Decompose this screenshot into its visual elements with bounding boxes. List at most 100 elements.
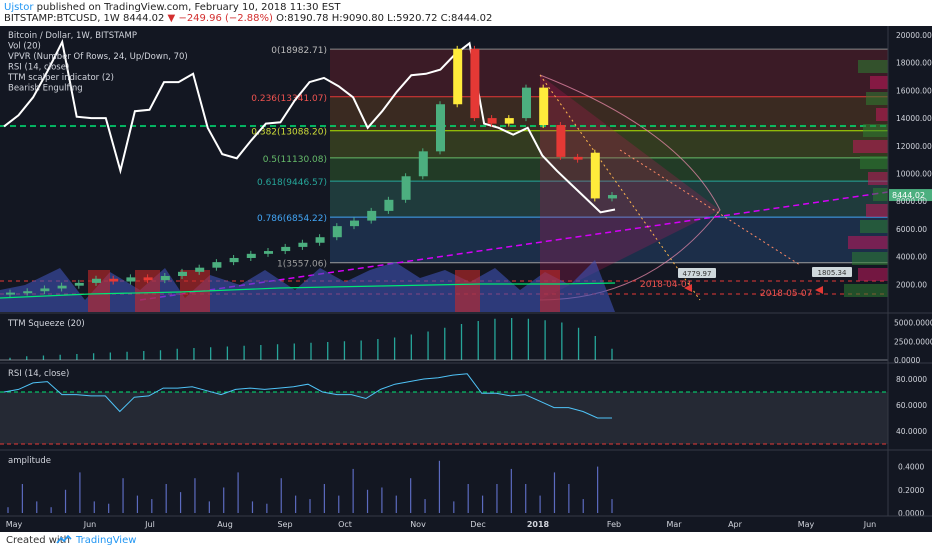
- fib-band: [330, 217, 888, 263]
- squeeze-pane[interactable]: TTM Squeeze (20): [0, 318, 888, 361]
- date-label: 2018-04-01: [640, 280, 692, 290]
- candle-body: [367, 210, 377, 221]
- volume-profile-bar: [860, 156, 888, 169]
- candle-body: [590, 152, 600, 199]
- volume-profile-bar: [866, 92, 888, 105]
- candle-body: [384, 199, 394, 211]
- candle-body: [74, 282, 84, 286]
- volume-profile-bar: [866, 204, 888, 217]
- candle-body: [332, 226, 342, 238]
- callout-value: 1805.34: [818, 269, 847, 277]
- candle-body: [246, 253, 256, 258]
- candle-body: [315, 237, 325, 243]
- publish-info: published on TradingView.com, February 1…: [36, 2, 341, 13]
- candle-body: [298, 242, 308, 247]
- candle-body: [487, 118, 497, 124]
- chart-canvas[interactable]: 0(18982.71) 0.236(13341.07) 0.382(13088.20…: [0, 26, 932, 532]
- time-tick-label: Nov: [410, 520, 426, 529]
- author-link[interactable]: Ujstor: [4, 2, 34, 13]
- pane-title: amplitude: [8, 456, 51, 466]
- candle-body: [608, 195, 617, 199]
- candle-body: [504, 118, 514, 124]
- arrow-left-icon: [815, 286, 823, 294]
- arrow-left-icon: [684, 284, 692, 292]
- rsi-tick-label: 80.0000: [896, 375, 927, 384]
- rsi-tick-label: 40.0000: [896, 427, 927, 436]
- candle-body: [556, 125, 566, 157]
- time-tick-label: Jun: [863, 520, 877, 529]
- volume-down-column: [455, 270, 480, 312]
- candle-body: [160, 275, 170, 281]
- time-tick-label: Sep: [277, 520, 292, 529]
- pane-title: TTM Squeeze (20): [7, 319, 85, 329]
- candle-body: [195, 267, 205, 272]
- callout-box: [812, 267, 852, 277]
- time-tick-label: Aug: [217, 520, 233, 529]
- candle-body: [573, 156, 583, 160]
- axes: 20000.00 18000.00 16000.00 14000.00 12000.00…: [0, 26, 932, 532]
- volume-profile-bar: [863, 124, 888, 137]
- amplitude-tick-label: 0.0000: [898, 509, 924, 518]
- candle-body: [57, 285, 67, 289]
- candle-body: [350, 220, 359, 227]
- projection-wedge: [540, 75, 720, 300]
- rsi-line: [3, 373, 612, 419]
- time-tick-label: Feb: [607, 520, 621, 529]
- price-tick-label: 6000.00: [896, 225, 927, 234]
- candle-body: [401, 176, 411, 200]
- current-price-tag: [889, 189, 932, 202]
- candle-body: [418, 151, 428, 177]
- squeeze-tick-label: 2500.0000: [894, 337, 932, 346]
- fib-band: [330, 157, 888, 182]
- volume-profile-bar: [868, 172, 888, 185]
- time-tick-label: Jun: [83, 520, 97, 529]
- time-tick-label: Jul: [144, 520, 155, 529]
- time-tick-label: Apr: [728, 520, 743, 529]
- candle-body: [126, 277, 136, 282]
- candle-body: [23, 291, 33, 294]
- tradingview-link[interactable]: TradingView: [76, 535, 137, 546]
- volume-profile-bar: [873, 188, 888, 201]
- legend-entry: Bitcoin / Dollar, 1W, BITSTAMP: [8, 31, 137, 41]
- price-tick-label: 18000.00: [896, 59, 932, 68]
- candle-body: [539, 87, 549, 126]
- time-tick-label: 2018: [527, 520, 550, 529]
- legend-entry: RSI (14, close): [8, 63, 69, 73]
- time-tick-label: May: [6, 520, 23, 529]
- fib-band: [330, 96, 888, 131]
- price-line: [3, 38, 616, 214]
- fib-level-label: 0.5(11130.08): [263, 155, 327, 165]
- volume-profile-bar: [860, 220, 888, 233]
- price-tick-label: 4000.00: [896, 253, 927, 262]
- price-tick-label: 14000.00: [896, 114, 932, 123]
- rsi-pane[interactable]: RSI (14, close): [0, 369, 888, 445]
- time-tick-label: May: [798, 520, 815, 529]
- candle-body: [92, 278, 101, 283]
- fib-level-label: 0.786(6854.22): [257, 214, 327, 224]
- price-tick-label: 16000.00: [896, 86, 932, 95]
- pane-title: RSI (14, close): [8, 369, 69, 379]
- candle-body: [40, 288, 50, 292]
- fib-level-label: 0.382(13088.20): [251, 128, 327, 138]
- candle-body: [522, 87, 531, 119]
- volume-profile-bar: [848, 236, 888, 249]
- publish-line: Ujstor published on TradingView.com, Feb…: [4, 2, 340, 13]
- time-tick-label: Oct: [338, 520, 352, 529]
- amplitude-pane[interactable]: amplitude: [7, 456, 613, 513]
- top-bar: Ujstor published on TradingView.com, Feb…: [0, 0, 932, 26]
- squeeze-tick-label: 0.0000: [894, 356, 920, 365]
- volume-profile-bar: [858, 60, 888, 73]
- candle-body: [453, 48, 463, 105]
- price-tick-label: 12000.00: [896, 142, 932, 151]
- rsi-tick-label: 60.0000: [896, 401, 927, 410]
- down-arrow-icon: ▼: [167, 13, 176, 24]
- squeeze-tick-label: 5000.0000: [894, 319, 932, 328]
- candle-body: [143, 277, 153, 281]
- volume-profile-bar: [876, 108, 888, 121]
- candle-body: [178, 271, 187, 276]
- candle-body: [470, 48, 480, 119]
- price-pane[interactable]: 0(18982.71) 0.236(13341.07) 0.382(13088.20…: [0, 31, 932, 312]
- legend-entry: VPVR (Number Of Rows, 24, Up/Down, 70): [8, 52, 188, 62]
- legend-entry: Bearish Engulfing: [8, 84, 83, 94]
- volume-profile-bar: [870, 76, 888, 89]
